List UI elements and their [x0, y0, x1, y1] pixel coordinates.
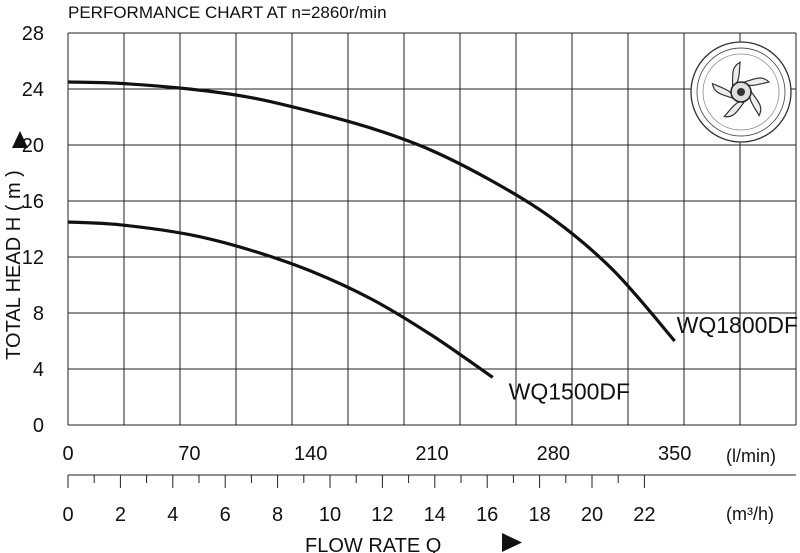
y-tick-label: 8 [33, 303, 44, 325]
x-tick-label-m3h: 20 [581, 504, 603, 526]
series-label: WQ1800DF [677, 312, 798, 338]
x-axis-arrow-icon [502, 533, 522, 552]
x-tick-label-m3h: 8 [272, 504, 283, 526]
x-tick-label-m3h: 6 [220, 504, 231, 526]
x-tick-label-m3h: 0 [62, 504, 73, 526]
x-tick-label-lpm: 350 [658, 443, 691, 465]
x-unit-lpm: (l/min) [726, 446, 776, 466]
y-tick-label: 16 [22, 191, 44, 213]
y-tick-label: 28 [22, 23, 44, 45]
x-tick-label-m3h: 4 [167, 504, 178, 526]
impeller-icon [690, 41, 792, 143]
x-tick-label-m3h: 12 [371, 504, 393, 526]
curves [67, 80, 676, 379]
x-tick-label-lpm: 0 [62, 443, 73, 465]
x-tick-label-m3h: 18 [528, 504, 550, 526]
y-tick-label: 0 [33, 415, 44, 437]
x-tick-labels-m3h: 0 2 4 6 8 10 12 14 16 18 20 22 [62, 504, 655, 526]
series-line-wq1800df [67, 80, 676, 343]
x-tick-label-lpm: 280 [537, 443, 570, 465]
x-unit-m3h: (m³/h) [726, 504, 774, 524]
x-tick-label-lpm: 140 [294, 443, 327, 465]
x-tick-labels-lpm: 0 70 140 210 280 350 [62, 443, 691, 465]
y-tick-label: 24 [22, 79, 44, 101]
x-tick-label-m3h: 10 [319, 504, 341, 526]
x-tick-label-lpm: 210 [415, 443, 448, 465]
x-tick-label-lpm: 70 [178, 443, 200, 465]
curve-labels: WQ1800DF WQ1500DF [509, 312, 798, 404]
x-tick-label-m3h: 14 [424, 504, 446, 526]
x-tick-label-m3h: 2 [115, 504, 126, 526]
m3h-axis [67, 474, 796, 488]
x-tick-label-m3h: 22 [633, 504, 655, 526]
y-tick-label: 12 [22, 247, 44, 269]
series-label: WQ1500DF [509, 378, 630, 404]
chart-title: PERFORMANCE CHART AT n=2860r/min [68, 3, 387, 22]
y-tick-labels: 0 4 8 12 16 20 24 28 [22, 23, 44, 437]
plot-grid [67, 32, 797, 426]
y-tick-label: 20 [22, 135, 44, 157]
series-line-wq1500df [67, 220, 494, 379]
y-tick-label: 4 [33, 359, 44, 381]
y-axis-arrow-icon [12, 131, 28, 148]
y-axis-label: TOTAL HEAD H ( m ) [3, 170, 25, 360]
x-axis-label: FLOW RATE Q [305, 535, 441, 553]
x-tick-label-m3h: 16 [476, 504, 498, 526]
